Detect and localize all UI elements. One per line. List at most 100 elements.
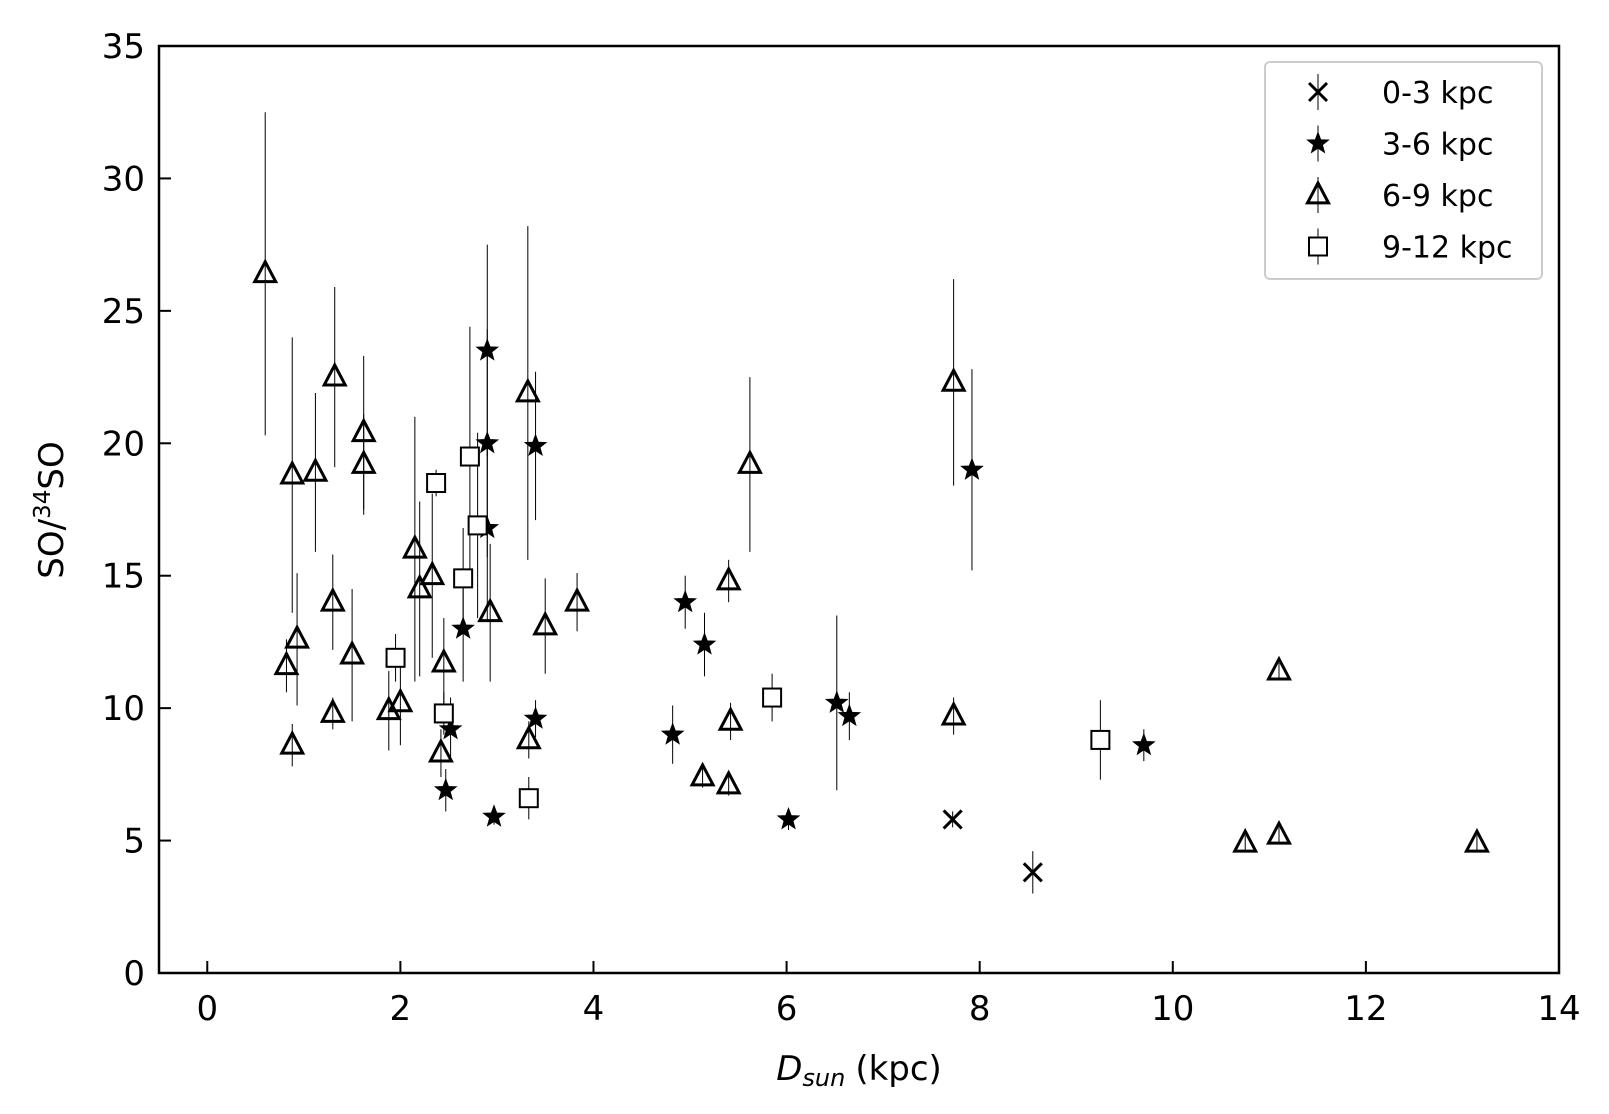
data-point-triangle: [532, 610, 559, 636]
data-point-triangle: [419, 560, 446, 586]
data-point-triangle: [430, 647, 457, 673]
data-point-triangle: [279, 459, 306, 485]
axis-ticks: 0 2 4 6 8 10 12 14 0 5 10 15 20 25 30 35: [102, 27, 1581, 1029]
data-point-x: [942, 809, 963, 830]
x-tick-label: 2: [390, 989, 412, 1029]
data-point-star: [482, 804, 506, 827]
data-point-triangle: [717, 706, 744, 731]
data-point-triangle: [736, 449, 763, 474]
legend-marker-square: [1308, 236, 1328, 257]
data-point-triangle: [375, 695, 402, 721]
data-point-star: [673, 589, 698, 613]
data-point-triangle: [401, 533, 428, 559]
data-point-triangle: [273, 650, 300, 676]
x-tick-label: 0: [196, 989, 218, 1029]
data-point-star: [660, 722, 685, 745]
legend-label: 9-12 kpc: [1382, 231, 1513, 266]
x-tick-label: 6: [776, 989, 798, 1029]
data-point-square: [433, 703, 454, 724]
markers: [252, 258, 1490, 883]
y-tick-label: 30: [102, 159, 145, 199]
y-tick-label: 0: [123, 954, 145, 994]
data-point-triangle: [427, 737, 454, 763]
data-point-star: [523, 706, 548, 729]
data-point-square: [426, 473, 447, 494]
data-point-star: [475, 338, 500, 361]
y-tick-label: 5: [123, 822, 145, 862]
data-point-star: [824, 690, 849, 713]
data-point-square: [1090, 729, 1111, 750]
data-point-star: [776, 806, 801, 830]
data-point-triangle: [302, 457, 329, 482]
legend-label: 0-3 kpc: [1382, 76, 1493, 111]
data-point-triangle: [339, 639, 366, 665]
data-point-triangle: [514, 377, 541, 403]
y-axis-title-superscript: 34: [30, 490, 56, 519]
data-point-star: [438, 716, 463, 740]
data-point-x: [1022, 862, 1043, 883]
data-point-square: [459, 446, 480, 467]
data-point-triangle: [387, 687, 414, 713]
data-point-triangle: [477, 597, 504, 623]
y-tick-label: 10: [102, 689, 145, 729]
data-point-triangle: [940, 700, 967, 726]
data-point-triangle: [321, 361, 348, 387]
data-point-triangle: [252, 258, 279, 284]
data-point-triangle: [715, 565, 742, 591]
x-axis-title-unit: (kpc): [855, 1049, 942, 1089]
data-point-triangle: [406, 573, 433, 599]
data-point-star: [475, 430, 500, 454]
data-point-triangle: [319, 698, 346, 723]
data-point-square: [762, 687, 783, 708]
data-point-triangle: [515, 724, 542, 750]
data-point-star: [960, 457, 984, 480]
legend: 0-3 kpc 3-6 kpc 6-9 kpc 9-12 kpc: [1264, 61, 1543, 280]
data-point-triangle: [279, 729, 306, 755]
data-point-triangle: [350, 417, 377, 443]
data-point-star: [692, 632, 717, 655]
legend-label: 3-6 kpc: [1382, 128, 1493, 163]
legend-marker-x: [1307, 81, 1329, 103]
data-point-triangle: [1266, 655, 1292, 681]
data-point-triangle: [319, 586, 346, 612]
y-axis-title-suffix: SO: [32, 441, 72, 489]
legend-marker-triangle: [1305, 179, 1331, 205]
data-point-triangle: [715, 769, 742, 795]
y-axis-title-prefix: SO/: [32, 518, 72, 578]
y-axis-title: SO/34SO: [30, 441, 72, 578]
legend-label: 6-9 kpc: [1382, 179, 1493, 214]
data-point-star: [433, 777, 458, 801]
x-tick-label: 10: [1151, 989, 1194, 1029]
data-point-triangle: [1232, 827, 1259, 853]
legend-marker-star: [1306, 131, 1330, 154]
y-tick-label: 35: [102, 27, 145, 67]
data-point-triangle: [284, 623, 311, 649]
x-axis-title-main: D: [776, 1049, 802, 1089]
data-point-star: [451, 616, 475, 639]
data-point-square: [453, 568, 474, 589]
plot-frame: [157, 44, 1561, 975]
x-tick-label: 8: [969, 989, 991, 1029]
data-point-triangle: [1463, 827, 1490, 853]
x-axis-title-subscript: sun: [802, 1064, 845, 1092]
x-tick-label: 14: [1537, 989, 1580, 1029]
data-point-star: [1132, 732, 1156, 756]
data-point-star: [837, 703, 862, 727]
legend-box: [1264, 61, 1543, 280]
data-point-triangle: [350, 449, 377, 474]
data-point-triangle: [564, 586, 591, 612]
x-tick-label: 12: [1344, 989, 1387, 1029]
y-tick-label: 15: [102, 557, 145, 597]
x-axis-title: Dsun (kpc): [776, 1049, 942, 1092]
data-point-star: [523, 433, 548, 456]
y-tick-label: 25: [102, 292, 145, 332]
y-tick-label: 20: [102, 424, 145, 464]
data-point-triangle: [689, 761, 716, 787]
data-point-triangle: [1266, 819, 1292, 845]
data-point-square: [518, 788, 539, 809]
x-tick-label: 4: [583, 989, 605, 1029]
data-point-square: [385, 647, 406, 668]
data-point-square: [467, 515, 488, 536]
data-point-triangle: [940, 367, 967, 392]
